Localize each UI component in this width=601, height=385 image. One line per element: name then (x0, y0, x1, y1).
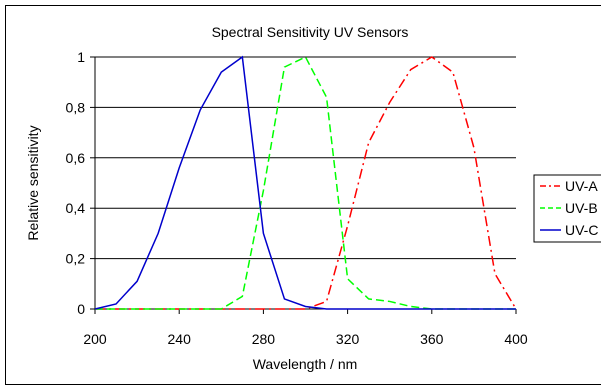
legend-label-uv-b: UV-B (565, 200, 598, 216)
series-line-uv-c (94, 55, 516, 310)
legend: UV-A UV-B UV-C (533, 174, 601, 243)
x-tick-label: 200 (83, 331, 107, 347)
y-tick-label: 0 (77, 301, 85, 317)
x-tick-label: 400 (504, 331, 528, 347)
legend-label-uv-c: UV-C (565, 222, 598, 238)
x-tick-label: 280 (252, 331, 276, 347)
plot-background (95, 57, 516, 309)
y-axis: 0 0,2 0,4 0,6 0,8 1 (66, 49, 96, 317)
x-axis-label: Wavelength / nm (253, 356, 358, 372)
x-axis: 200 240 280 320 360 400 (83, 308, 528, 347)
y-axis-label: Relative sensitivity (25, 125, 41, 240)
plot-area (95, 57, 516, 309)
gridlines (95, 56, 516, 260)
y-tick-label: 1 (77, 49, 85, 65)
y-tick-label: 0,6 (66, 150, 86, 166)
y-tick-label: 0,2 (66, 251, 86, 267)
x-tick-label: 320 (336, 331, 360, 347)
x-tick-label: 240 (168, 331, 192, 347)
chart-title: Spectral Sensitivity UV Sensors (212, 24, 409, 40)
legend-label-uv-a: UV-A (565, 178, 598, 194)
y-tick-label: 0,4 (66, 200, 86, 216)
series-group (94, 55, 517, 310)
x-tick-label: 360 (420, 331, 444, 347)
y-tick-label: 0,8 (66, 99, 86, 115)
series-line-uv-a (95, 56, 517, 310)
